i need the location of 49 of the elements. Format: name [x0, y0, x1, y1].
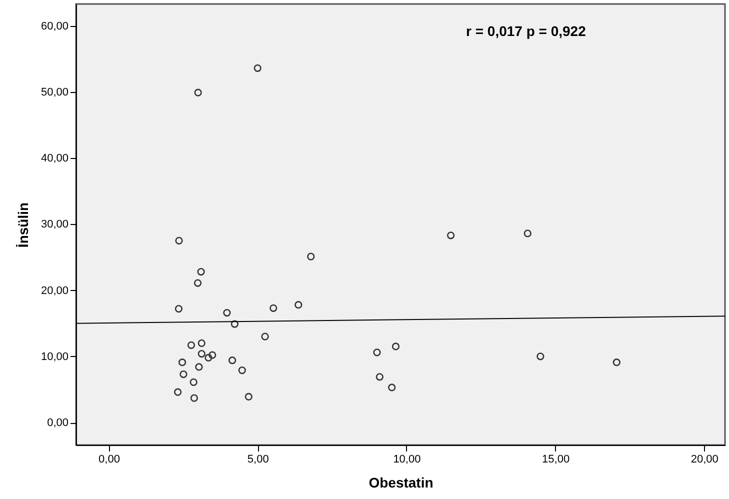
point [238, 366, 246, 374]
point [190, 394, 198, 402]
y-tick-label: 60,00 [40, 20, 68, 32]
point [244, 392, 252, 401]
x-tick-label: 10,00 [393, 454, 421, 466]
point [524, 230, 532, 238]
point [223, 308, 231, 317]
point [388, 384, 396, 392]
y-tick-label: 0,00 [47, 417, 68, 430]
point [270, 304, 278, 312]
point [230, 320, 238, 328]
point [261, 332, 269, 340]
y-tick-label: 10,00 [40, 350, 68, 363]
point [194, 279, 202, 287]
point [373, 348, 381, 356]
point [198, 350, 206, 358]
point [307, 252, 315, 260]
y-axis-title: İnsülin [14, 202, 31, 248]
point [174, 304, 183, 313]
point [392, 342, 400, 350]
point [447, 232, 455, 240]
x-tick-label: 15,00 [542, 454, 570, 466]
point [208, 351, 216, 359]
point [187, 341, 196, 349]
point [197, 268, 205, 276]
y-tick-label: 40,00 [40, 152, 68, 165]
point [180, 370, 188, 378]
point [294, 301, 302, 309]
point [194, 88, 202, 96]
point [376, 373, 384, 381]
x-tick-label: 0,00 [98, 454, 120, 466]
point [190, 378, 198, 386]
point [195, 363, 203, 371]
annotation: r = 0,017 p = 0,922 [466, 23, 586, 39]
point [178, 358, 186, 366]
point [198, 339, 206, 347]
y-tick-label: 50,00 [40, 86, 68, 98]
point [175, 236, 183, 245]
point [228, 356, 236, 364]
x-tick-label: 20,00 [690, 454, 718, 466]
point [174, 388, 182, 396]
y-tick-label: 20,00 [40, 284, 68, 297]
point [254, 64, 262, 72]
point [536, 352, 544, 360]
y-tick-label: 30,00 [40, 218, 68, 231]
x-tick-label: 5,00 [247, 454, 269, 466]
x-axis-title: Obestatin [368, 474, 434, 490]
point [204, 354, 212, 362]
point [612, 358, 620, 366]
